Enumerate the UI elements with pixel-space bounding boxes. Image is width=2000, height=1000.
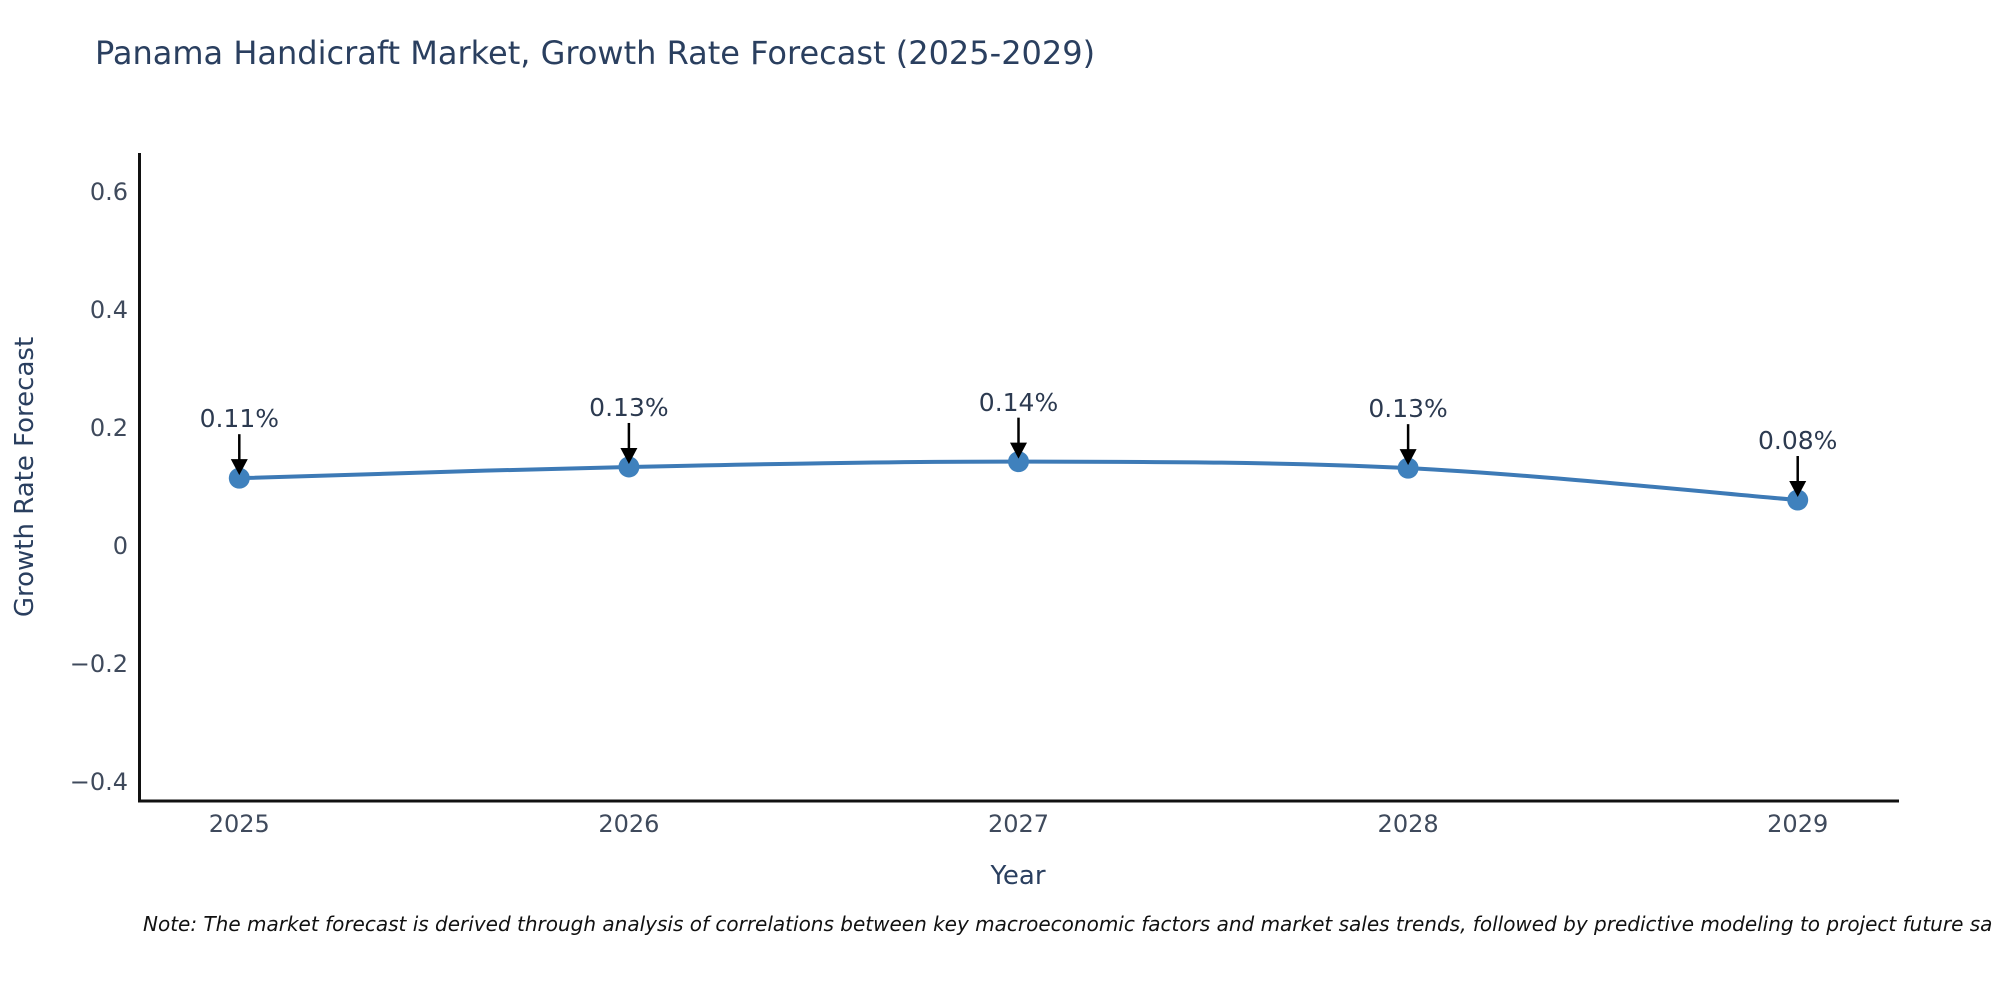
- x-tick-label: 2027: [987, 810, 1050, 838]
- annotation-arrowhead: [1399, 449, 1417, 466]
- x-axis-title: Year: [990, 861, 1046, 891]
- y-tick-label: 0: [112, 532, 128, 561]
- chart-title: Panama Handicraft Market, Growth Rate Fo…: [95, 34, 1096, 72]
- annotation-arrowhead: [620, 447, 638, 464]
- annotation-arrowhead: [230, 459, 248, 476]
- data-point-annotation: 0.13%: [1368, 394, 1448, 424]
- data-point-annotation: 0.13%: [589, 392, 669, 422]
- y-tick-label: 0.6: [89, 177, 128, 206]
- y-tick-label: −0.2: [69, 650, 128, 679]
- data-point-annotation: 0.14%: [978, 387, 1059, 417]
- footnote: Note: The market forecast is derived thr…: [143, 912, 1993, 936]
- annotation-arrowhead: [1789, 481, 1807, 498]
- data-point-marker[interactable]: [1787, 489, 1809, 511]
- data-point-marker[interactable]: [618, 456, 640, 478]
- y-tick-label: 0.2: [89, 414, 128, 443]
- data-point-marker[interactable]: [1397, 457, 1419, 479]
- y-tick-label: 0.4: [89, 295, 128, 324]
- x-tick-label: 2026: [598, 810, 660, 838]
- y-tick-label: −0.4: [69, 768, 128, 797]
- x-tick-label: 2025: [208, 810, 270, 838]
- x-tick-label: 2029: [1767, 810, 1829, 838]
- x-tick-label: 2028: [1377, 810, 1439, 838]
- data-point-annotation: 0.11%: [199, 404, 279, 434]
- data-point-annotation: 0.08%: [1757, 426, 1838, 456]
- annotation-arrowhead: [1010, 442, 1027, 459]
- data-point-marker[interactable]: [1008, 451, 1029, 473]
- data-point-marker[interactable]: [228, 467, 250, 489]
